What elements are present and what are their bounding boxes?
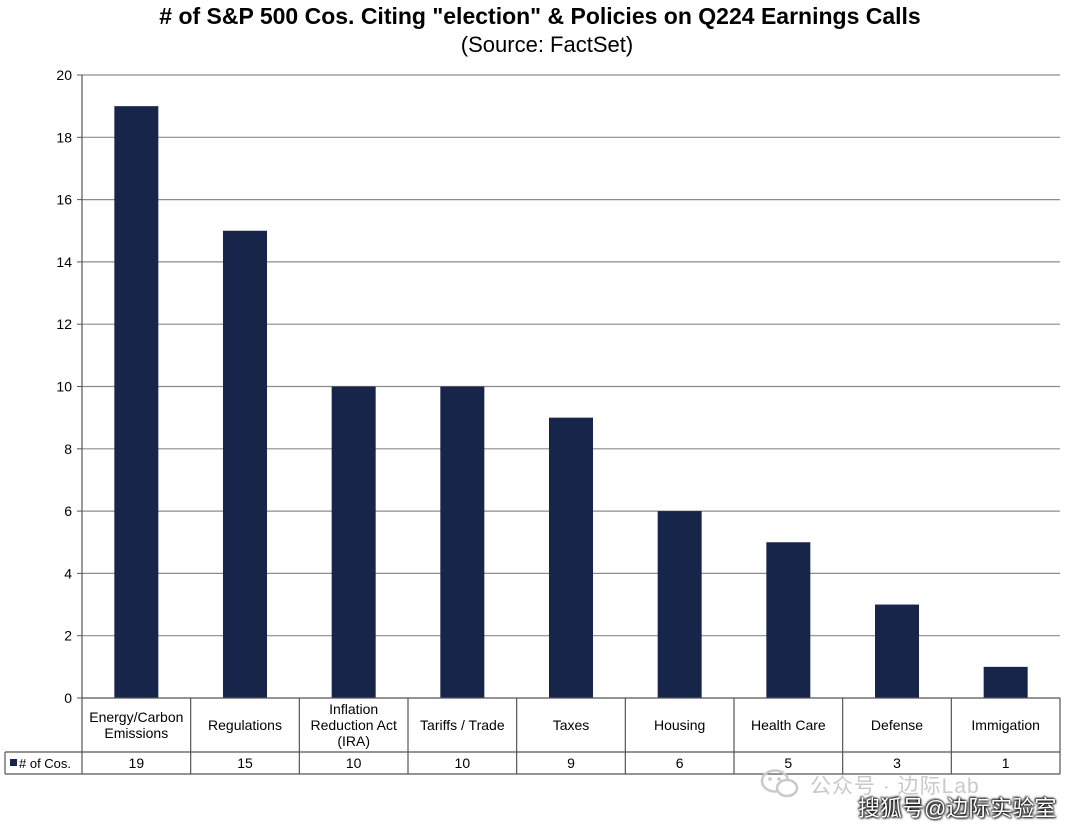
y-tick-label: 16 xyxy=(56,192,72,208)
bar xyxy=(875,604,919,698)
x-category-label: Health Care xyxy=(751,717,826,733)
y-tick-label: 10 xyxy=(56,379,72,395)
bar xyxy=(440,386,485,698)
data-table-value: 10 xyxy=(455,755,471,771)
watermark-sohu: 搜狐号@边际实验室 xyxy=(858,796,1057,821)
bar xyxy=(983,666,1028,698)
bar xyxy=(657,511,702,698)
data-table-value: 15 xyxy=(237,755,253,771)
data-table-value: 19 xyxy=(129,755,145,771)
bar xyxy=(766,542,811,698)
y-tick-label: 2 xyxy=(64,628,72,644)
chart-title: # of S&P 500 Cos. Citing "election" & Po… xyxy=(159,3,921,29)
x-category-label: Defense xyxy=(871,717,923,733)
bar xyxy=(331,386,376,698)
y-tick-label: 12 xyxy=(56,316,72,332)
x-category-label: Housing xyxy=(654,717,705,733)
bar xyxy=(223,230,267,698)
x-category-label: Tariffs / Trade xyxy=(420,717,505,733)
bar xyxy=(114,106,159,698)
data-table-value: 3 xyxy=(893,755,901,771)
data-table-value: 6 xyxy=(676,755,684,771)
y-tick-label: 14 xyxy=(56,254,72,270)
watermark-account: 公众号 · 边际Lab xyxy=(810,775,980,798)
y-tick-label: 8 xyxy=(64,441,72,457)
chart-subtitle: (Source: FactSet) xyxy=(460,32,634,57)
x-category-label: Inflation Reduction Act (IRA) xyxy=(310,701,396,749)
y-tick-label: 20 xyxy=(56,67,72,83)
data-table-value: 9 xyxy=(567,755,575,771)
x-category-label: Regulations xyxy=(208,717,282,733)
y-tick-label: 18 xyxy=(56,129,72,145)
x-category-label: Taxes xyxy=(553,717,590,733)
legend-swatch xyxy=(10,759,17,766)
data-table-value: 10 xyxy=(346,755,362,771)
data-table-value: 1 xyxy=(1002,755,1010,771)
y-tick-label: 4 xyxy=(64,565,72,581)
x-category-label: Immigation xyxy=(971,717,1039,733)
legend-series-name: # of Cos. xyxy=(19,756,71,771)
bar xyxy=(549,417,593,698)
wechat-logo-icon xyxy=(760,769,799,798)
data-table-value: 5 xyxy=(784,755,792,771)
x-category-label: Energy/Carbon Emissions xyxy=(89,709,183,741)
y-tick-label: 0 xyxy=(64,690,72,706)
y-tick-label: 6 xyxy=(64,503,72,519)
